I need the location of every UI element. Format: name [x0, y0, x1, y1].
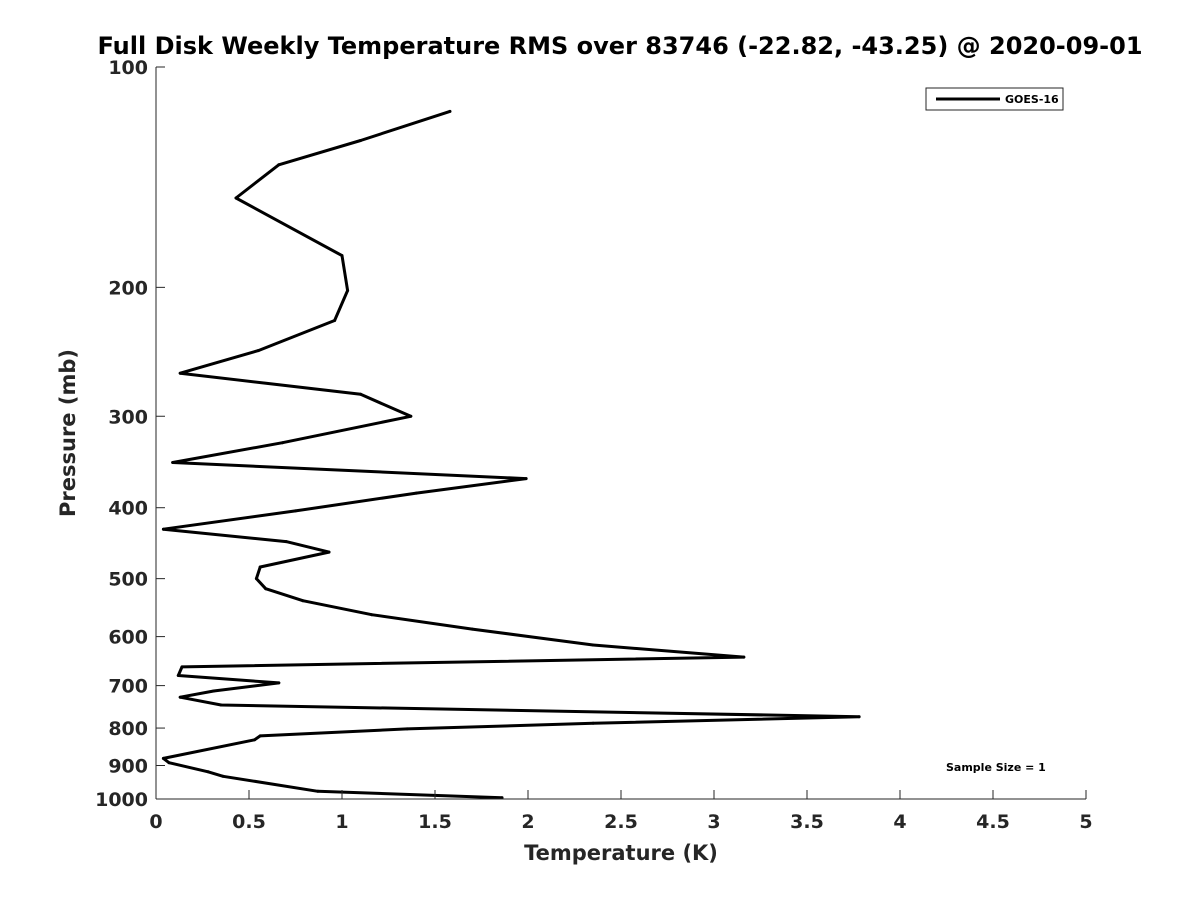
data-point — [346, 289, 350, 292]
x-tick-label: 3 — [707, 811, 720, 833]
x-tick-label: 2 — [521, 811, 534, 833]
data-point — [742, 655, 746, 659]
data-point — [359, 139, 363, 142]
y-tick-label: 600 — [108, 627, 148, 649]
y-tick-label: 100 — [108, 57, 148, 79]
data-point — [333, 319, 337, 322]
data-point — [281, 441, 284, 445]
x-tick-label: 2.5 — [604, 811, 638, 833]
data-point — [284, 540, 288, 544]
x-tick-label: 5 — [1079, 811, 1092, 833]
data-point — [253, 738, 257, 742]
data-point — [178, 695, 182, 699]
legend-label: GOES-16 — [1005, 93, 1059, 106]
series-line-goes-16 — [161, 109, 861, 800]
data-point — [448, 109, 452, 113]
data-point — [256, 349, 260, 353]
data-point — [264, 587, 268, 591]
data-point — [161, 756, 165, 760]
data-point — [524, 477, 528, 481]
y-tick-label: 900 — [108, 756, 148, 778]
data-point — [414, 491, 418, 495]
data-point — [234, 196, 238, 200]
data-point — [359, 392, 363, 396]
data-point — [409, 414, 413, 418]
data-point — [500, 796, 504, 800]
x-tick-label: 3.5 — [790, 811, 824, 833]
x-tick-label: 0.5 — [232, 811, 266, 833]
data-point — [171, 461, 175, 464]
y-tick-label: 400 — [108, 498, 148, 520]
data-point — [176, 674, 180, 677]
data-point — [161, 527, 165, 531]
data-point — [405, 727, 409, 731]
y-tick-label: 1000 — [95, 789, 148, 811]
x-tick-label: 4.5 — [976, 811, 1010, 833]
data-point — [301, 599, 305, 603]
y-axis-label: Pressure (mb) — [56, 349, 80, 517]
data-point — [277, 163, 281, 167]
data-point — [258, 565, 262, 569]
data-point — [340, 254, 344, 258]
x-axis-label: Temperature (K) — [524, 841, 718, 865]
y-tick-label: 800 — [108, 718, 148, 740]
data-point — [370, 613, 374, 617]
data-point — [857, 715, 861, 719]
y-tick-label: 200 — [108, 277, 148, 299]
x-tick-label: 0 — [149, 811, 162, 833]
x-tick-label: 1 — [335, 811, 348, 833]
data-point — [221, 774, 225, 778]
y-tick-label: 700 — [108, 676, 148, 698]
x-tick-label: 1.5 — [418, 811, 452, 833]
data-point — [180, 665, 184, 669]
y-ticks: 100 200 300 400 500 600 700 800 900 1000 — [95, 57, 165, 811]
data-point — [178, 371, 182, 375]
data-point — [294, 509, 297, 513]
y-tick-label: 300 — [108, 406, 148, 428]
data-point — [316, 789, 320, 793]
data-point — [258, 734, 262, 738]
data-point — [470, 627, 474, 631]
x-ticks: 0 0.5 1 1.5 2 2.5 3 3.5 4 4.5 5 — [149, 790, 1093, 833]
data-point — [327, 550, 331, 554]
series-layer — [161, 109, 861, 800]
sample-size-annotation: Sample Size = 1 — [946, 761, 1046, 774]
data-point — [219, 703, 223, 707]
y-tick-label: 500 — [108, 569, 148, 591]
legend: GOES-16 — [925, 87, 1064, 111]
data-point — [591, 721, 595, 725]
data-point — [206, 770, 210, 774]
data-point — [212, 689, 216, 693]
chart-title: Full Disk Weekly Temperature RMS over 83… — [97, 32, 1142, 60]
data-point — [591, 643, 595, 647]
data-point — [254, 577, 258, 581]
x-tick-label: 4 — [893, 811, 906, 833]
data-point — [277, 681, 281, 685]
data-point — [167, 761, 171, 765]
